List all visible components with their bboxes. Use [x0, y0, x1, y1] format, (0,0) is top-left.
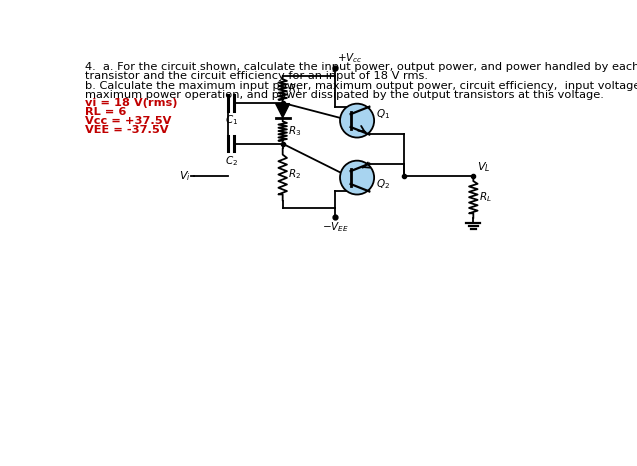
Text: $R_L$: $R_L$	[479, 190, 492, 204]
Text: transistor and the circuit efficiency for an input of 18 V rms.: transistor and the circuit efficiency fo…	[85, 71, 428, 82]
Text: $Q_2$: $Q_2$	[376, 177, 390, 191]
Text: $R_2$: $R_2$	[288, 168, 301, 181]
Text: $-V_{EE}$: $-V_{EE}$	[322, 220, 349, 234]
Circle shape	[340, 161, 374, 194]
Text: $V_L$: $V_L$	[477, 161, 490, 174]
Text: $R_3$: $R_3$	[288, 124, 301, 138]
Text: vi = 18 V(rms): vi = 18 V(rms)	[85, 97, 178, 108]
Text: $C_2$: $C_2$	[225, 154, 238, 167]
Text: 4.  a. For the circuit shown, calculate the input power, output power, and power: 4. a. For the circuit shown, calculate t…	[85, 62, 637, 72]
Text: Vcc = +37.5V: Vcc = +37.5V	[85, 116, 171, 126]
Text: maximum power operation, and power dissipated by the output transistors at this : maximum power operation, and power dissi…	[85, 90, 604, 100]
Text: $+V_{cc}$: $+V_{cc}$	[337, 51, 362, 65]
Text: $Q_1$: $Q_1$	[376, 108, 390, 121]
Text: $C_1$: $C_1$	[225, 113, 238, 127]
Text: $V_i$: $V_i$	[179, 169, 190, 183]
Circle shape	[340, 103, 374, 137]
Text: RL = 6: RL = 6	[85, 107, 126, 117]
Text: $R_1$: $R_1$	[288, 82, 301, 96]
Polygon shape	[276, 103, 290, 117]
Text: VEE = -37.5V: VEE = -37.5V	[85, 125, 169, 135]
Text: b. Calculate the maximum input power, maximum output power, circuit efficiency, : b. Calculate the maximum input power, ma…	[85, 81, 637, 90]
